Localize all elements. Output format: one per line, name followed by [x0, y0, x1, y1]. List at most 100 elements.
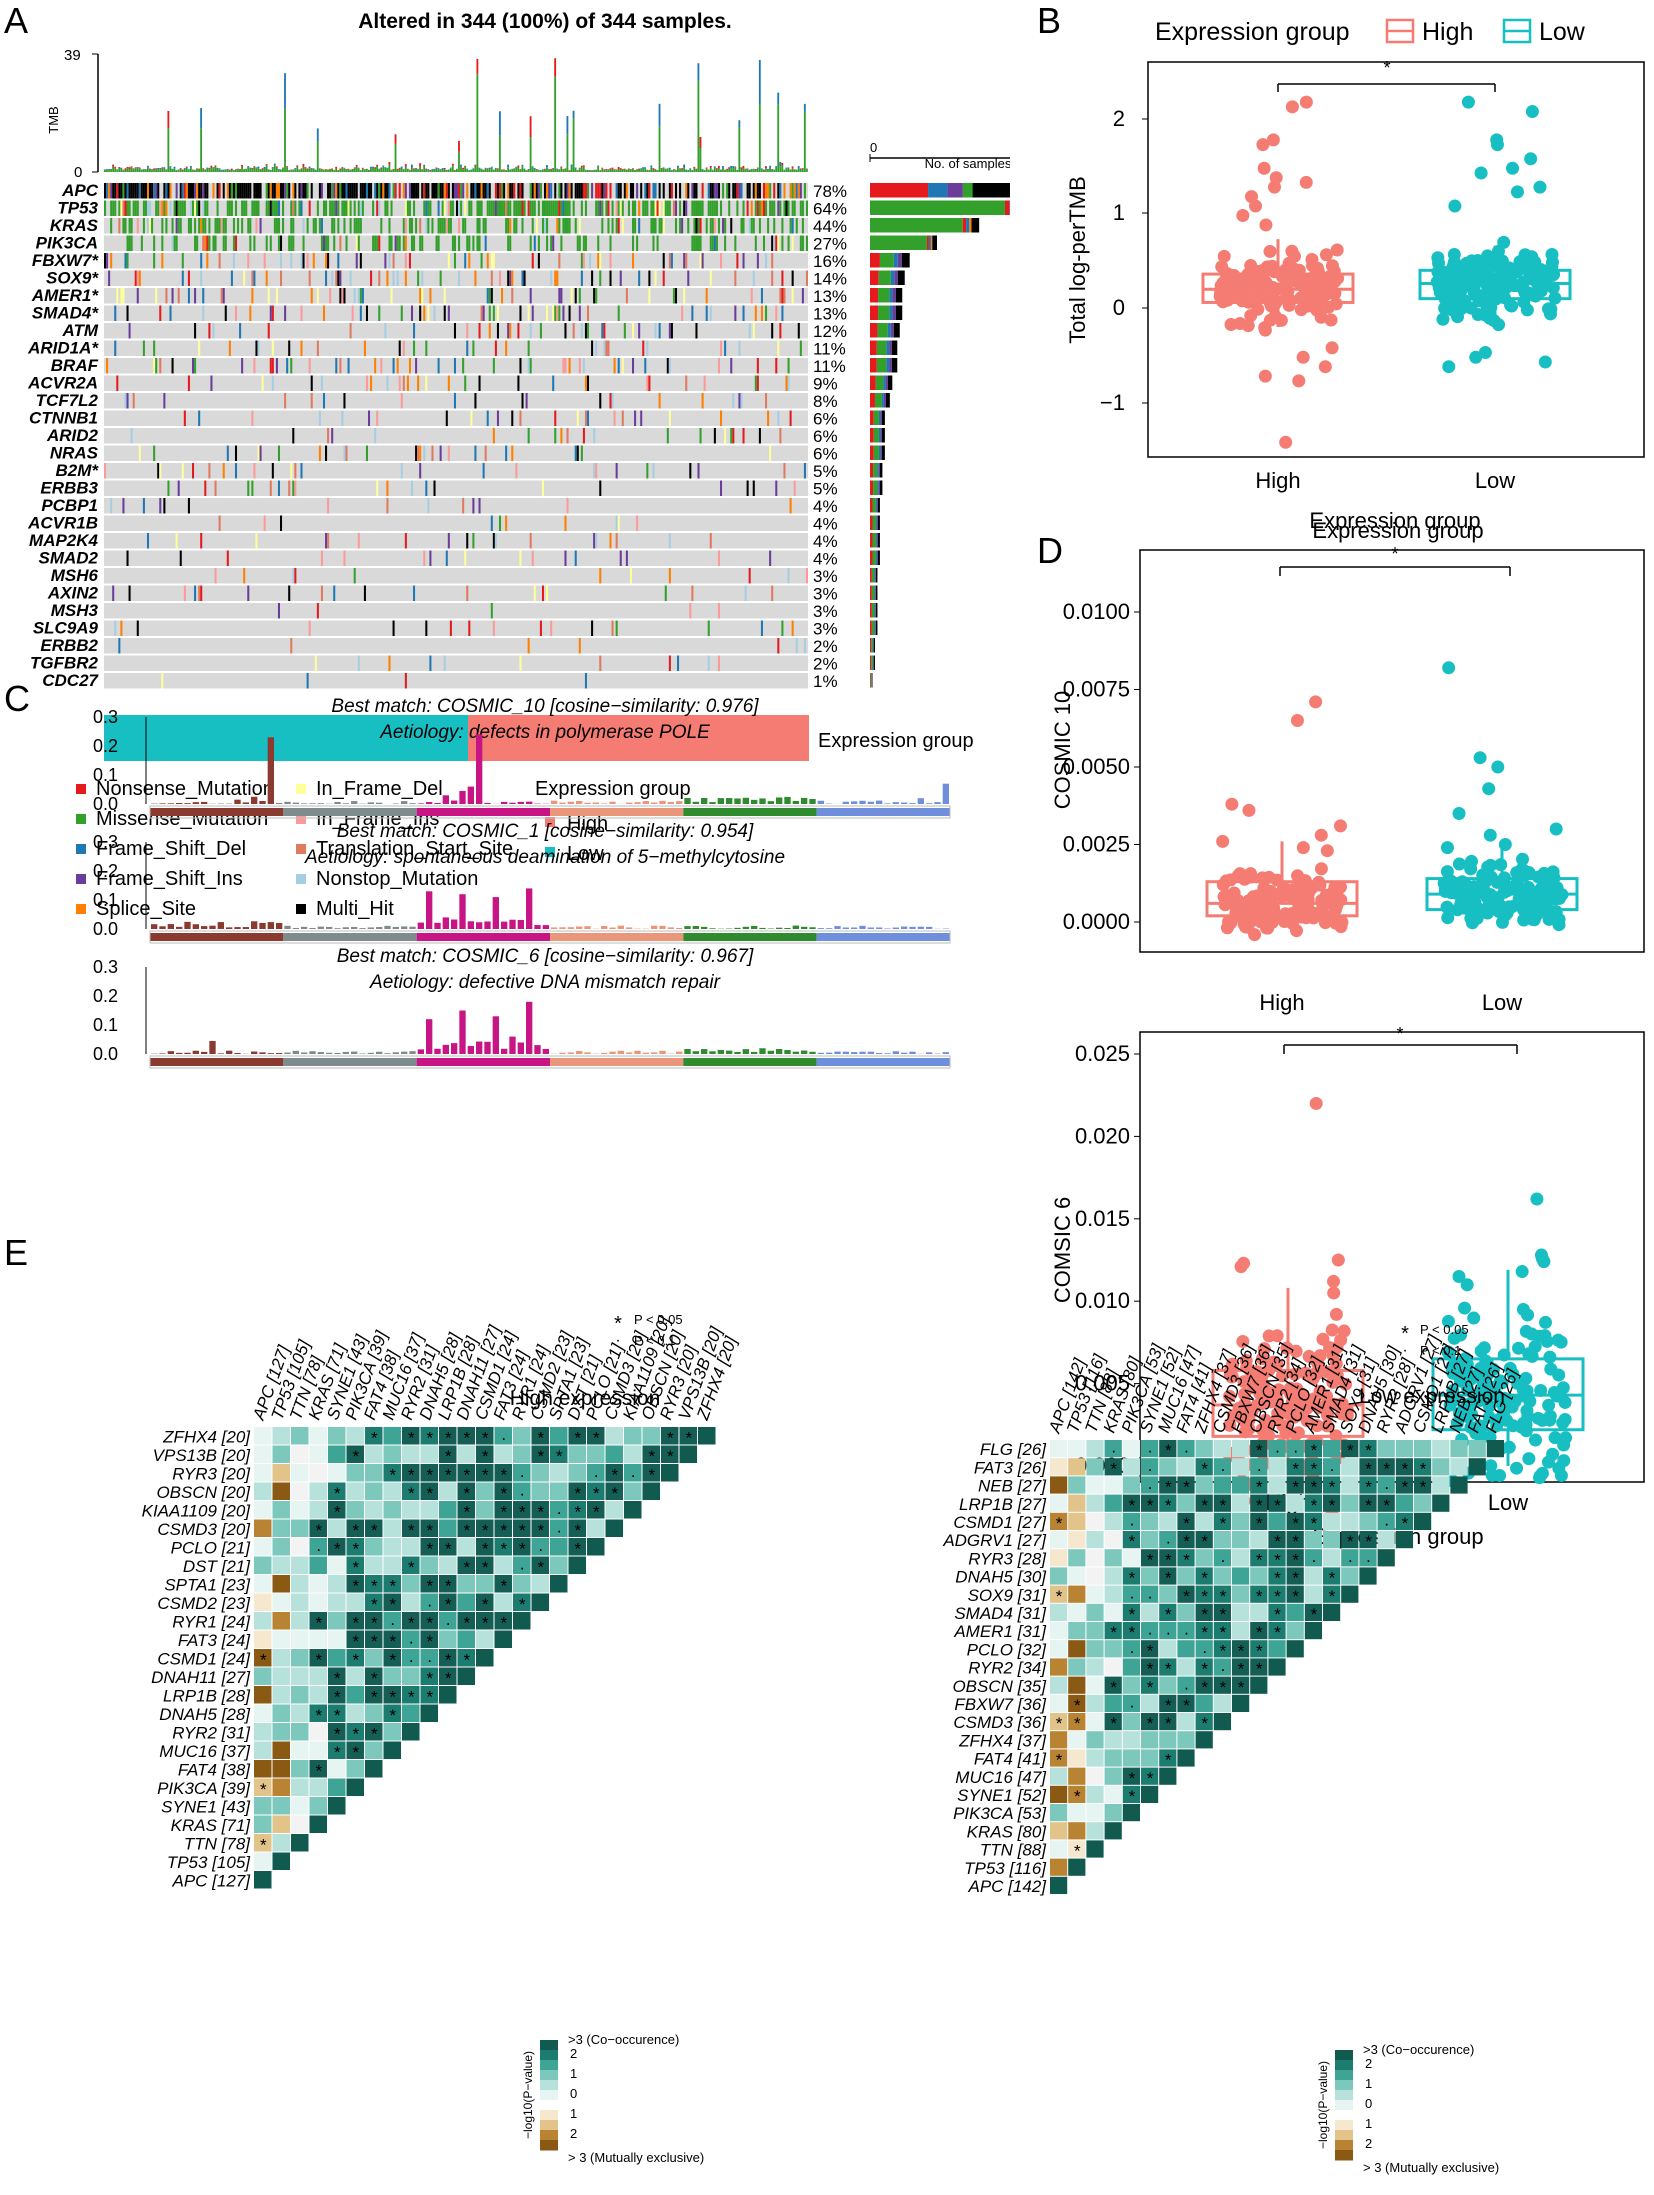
mutation-cell	[527, 340, 530, 356]
tmb-bar	[194, 170, 196, 172]
data-point	[1223, 1368, 1237, 1382]
data-point	[1267, 1355, 1281, 1369]
e-cell	[420, 1612, 438, 1630]
gene-percentage: 8%	[813, 392, 838, 411]
e-diag-cell	[1414, 1512, 1432, 1530]
data-point	[1449, 269, 1463, 283]
mutation-cell	[464, 375, 467, 391]
tmb-bar	[769, 167, 771, 172]
data-point	[1309, 1096, 1323, 1110]
e-cell-mark: *	[1183, 1532, 1190, 1551]
mutation-cell	[288, 585, 291, 601]
e-cell	[1104, 1640, 1122, 1658]
e-cell	[1177, 1494, 1195, 1512]
mutation-cell	[398, 375, 401, 391]
mutation-cell	[269, 235, 272, 251]
tmb-bar	[805, 168, 808, 172]
e-cell	[291, 1723, 309, 1741]
mutation-cell	[562, 218, 565, 234]
e-cell-mark: ·	[519, 1558, 525, 1577]
mutation-cell	[791, 200, 794, 216]
tmb-bar	[355, 166, 358, 172]
e-cell-mark: *	[519, 1595, 526, 1614]
tmb-bar	[290, 170, 293, 172]
e-cell-mark: *	[1110, 1714, 1117, 1733]
mutation-cell	[458, 218, 461, 234]
mutation-cell	[496, 410, 499, 426]
mutation-cell	[290, 463, 293, 479]
mutation-cell	[386, 200, 389, 216]
e-cell	[1159, 1603, 1177, 1621]
e-cell	[291, 1741, 309, 1759]
mutation-cell	[343, 393, 346, 409]
mutation-cell	[316, 340, 319, 356]
mutation-cell	[333, 585, 336, 601]
tmb-bar-segment	[494, 167, 497, 169]
e-cell	[531, 1427, 549, 1445]
c-bar	[667, 927, 674, 929]
c-bar	[542, 1048, 549, 1054]
mutation-cell	[586, 375, 590, 391]
tmb-bar-segment	[687, 169, 690, 171]
tmb-bar	[378, 169, 381, 172]
e-cell	[420, 1649, 438, 1667]
tmb-bar	[625, 170, 628, 172]
mutation-cell	[355, 253, 358, 269]
mutation-cell	[300, 305, 303, 321]
tmb-bar	[192, 170, 194, 172]
mutation-cell	[349, 323, 352, 339]
mutation-cell	[261, 375, 264, 391]
e-cell	[550, 1445, 568, 1463]
e-cell-mark: *	[1256, 1496, 1263, 1515]
tmb-bar-segment	[353, 167, 356, 169]
tmb-bar	[711, 170, 714, 172]
c-bar	[426, 802, 433, 804]
e-cell	[309, 1649, 327, 1667]
e-cell-mark: *	[389, 1651, 396, 1670]
mutation-cell	[560, 428, 563, 444]
e-cell	[1286, 1440, 1304, 1458]
e-cell	[1195, 1713, 1213, 1731]
tmb-bar	[218, 169, 221, 172]
mutation-cell	[492, 200, 495, 216]
e-cell	[1213, 1585, 1231, 1603]
tmb-bar	[640, 169, 643, 172]
mutation-cell	[574, 218, 577, 234]
mutation-cell	[709, 270, 712, 286]
tmb-bar	[492, 170, 495, 172]
mutation-cell	[284, 305, 287, 321]
c-class-strip	[416, 1058, 550, 1066]
e-cell	[254, 1815, 272, 1833]
mutation-cell	[453, 323, 456, 339]
e-cell-mark: *	[1110, 1459, 1117, 1478]
e-row-label: FAT3 [24]	[178, 1631, 251, 1650]
data-point	[1554, 1469, 1568, 1483]
c-bar	[201, 926, 208, 929]
mutation-cell	[437, 218, 440, 234]
mutation-cell	[548, 183, 551, 199]
e-diag-cell	[420, 1704, 438, 1722]
tmb-bar	[327, 169, 329, 172]
mutation-cell	[578, 235, 581, 251]
mutation-cell	[634, 410, 637, 426]
mutation-cell	[541, 200, 544, 216]
tmb-bar	[277, 169, 280, 172]
e-cell	[439, 1519, 457, 1537]
mutation-cell	[322, 200, 326, 216]
mutation-cell	[697, 463, 700, 479]
mutation-cell	[361, 200, 364, 216]
mutation-cell	[578, 218, 581, 234]
legend-label: Frame_Shift_Del	[96, 838, 246, 860]
mutation-cell	[568, 305, 571, 321]
mutation-cell	[595, 463, 598, 479]
mutation-cell	[650, 200, 653, 216]
e-cell	[1122, 1531, 1140, 1549]
mutation-cell	[194, 200, 197, 216]
e-cell	[457, 1612, 475, 1630]
mutation-cell	[167, 480, 170, 496]
mutation-cell	[795, 218, 798, 234]
c-ytick: 0.0	[93, 794, 118, 814]
tmb-bar-segment	[181, 169, 184, 171]
mutation-cell	[490, 603, 493, 619]
tmb-bar-segment	[660, 168, 663, 169]
